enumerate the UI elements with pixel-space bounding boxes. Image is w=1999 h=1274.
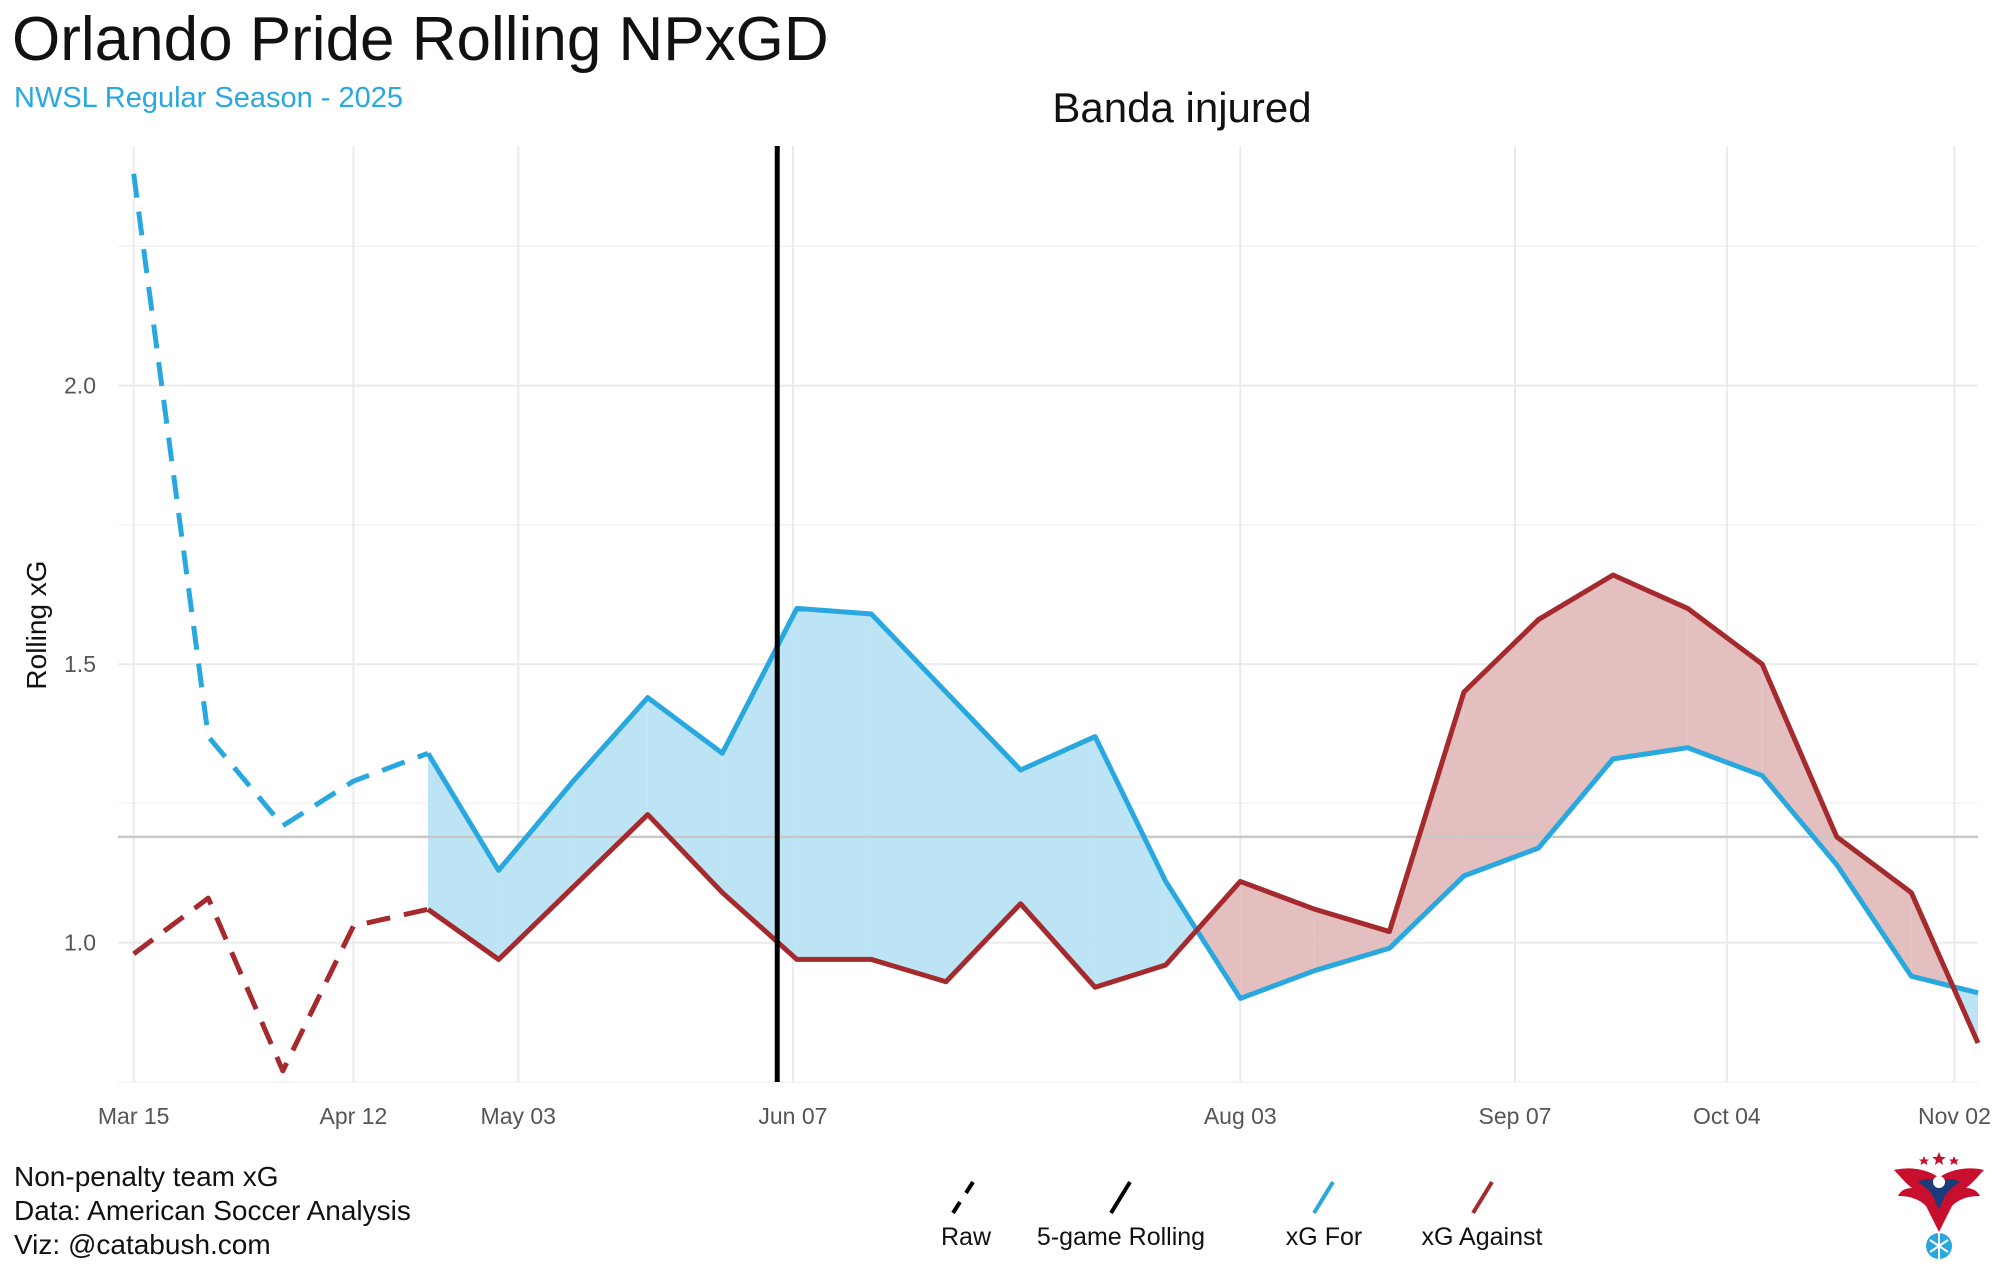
difference-band bbox=[722, 608, 797, 960]
legend-raw-key bbox=[951, 1200, 962, 1215]
difference-band bbox=[428, 753, 499, 960]
y-axis-label: Rolling xG bbox=[21, 560, 52, 689]
legend-raw-label: Raw bbox=[941, 1223, 992, 1251]
legend-xg-against-key bbox=[1471, 1180, 1494, 1215]
axis-ticks: Mar 15 Apr 12 May 03 Jun 07 Aug 03 Sep 07 Oct … bbox=[64, 373, 1991, 1129]
difference-band bbox=[1165, 881, 1197, 965]
y-tick-label: 2.0 bbox=[64, 373, 96, 399]
x-tick-label: Nov 02 bbox=[1918, 1103, 1991, 1129]
chart-title: Orlando Pride Rolling NPxGD bbox=[12, 5, 829, 74]
caption-line-credit: Viz: @catabush.com bbox=[14, 1229, 271, 1260]
difference-band bbox=[1314, 909, 1390, 971]
difference-band bbox=[1836, 836, 1912, 977]
y-tick-label: 1.0 bbox=[64, 930, 96, 956]
xg-for-raw-line bbox=[131, 173, 429, 829]
difference-band bbox=[1196, 881, 1241, 999]
legend-item-xg-for: xG For bbox=[1286, 1180, 1362, 1251]
difference-band bbox=[1762, 664, 1837, 865]
legend-item-raw: Raw bbox=[941, 1180, 992, 1251]
legend-xg-for-key bbox=[1312, 1180, 1335, 1215]
difference-band bbox=[1240, 881, 1315, 999]
caption-line-source: Data: American Soccer Analysis bbox=[14, 1195, 411, 1226]
xg-for-rolling-line bbox=[425, 605, 1979, 1001]
eagle-logo-icon bbox=[1894, 1152, 1984, 1259]
difference-band bbox=[871, 614, 946, 982]
difference-band bbox=[498, 781, 574, 960]
difference-band bbox=[1613, 575, 1688, 759]
legend-xg-for-label: xG For bbox=[1286, 1223, 1362, 1251]
x-tick-label: Jun 07 bbox=[758, 1103, 827, 1129]
difference-band bbox=[573, 697, 648, 887]
legend-rolling-label: 5-game Rolling bbox=[1037, 1223, 1205, 1251]
x-tick-label: May 03 bbox=[481, 1103, 556, 1129]
difference-band bbox=[796, 608, 872, 960]
legend: Raw 5-game Rolling xG For xG Against bbox=[941, 1180, 1543, 1251]
x-tick-label: Oct 04 bbox=[1693, 1103, 1761, 1129]
xg-against-rolling-line bbox=[426, 572, 1981, 1045]
xg-against-raw-line bbox=[132, 895, 429, 1074]
chart-caption: Non-penalty team xG Data: American Socce… bbox=[14, 1160, 411, 1262]
legend-item-xg-against: xG Against bbox=[1422, 1180, 1543, 1251]
chart-subtitle: NWSL Regular Season - 2025 bbox=[14, 82, 404, 114]
x-tick-label: Mar 15 bbox=[98, 1103, 170, 1129]
series-lines bbox=[131, 173, 1981, 1074]
difference-band bbox=[1095, 736, 1166, 988]
injury-annotation: Banda injured bbox=[774, 84, 1312, 1082]
legend-xg-against-label: xG Against bbox=[1422, 1223, 1543, 1251]
difference-band bbox=[1463, 619, 1539, 876]
legend-item-rolling: 5-game Rolling bbox=[1037, 1180, 1205, 1251]
x-tick-label: Apr 12 bbox=[320, 1103, 388, 1129]
difference-band bbox=[647, 697, 723, 893]
caption-line-description: Non-penalty team xG bbox=[14, 1161, 279, 1192]
x-tick-label: Sep 07 bbox=[1479, 1103, 1552, 1129]
legend-rolling-key bbox=[1109, 1180, 1132, 1215]
difference-fill bbox=[428, 575, 1978, 1043]
x-tick-label: Aug 03 bbox=[1204, 1103, 1277, 1129]
y-tick-label: 1.5 bbox=[64, 651, 96, 677]
legend-raw-key-dash bbox=[964, 1180, 975, 1195]
annotation-label: Banda injured bbox=[1052, 84, 1311, 131]
difference-band bbox=[1020, 736, 1096, 988]
